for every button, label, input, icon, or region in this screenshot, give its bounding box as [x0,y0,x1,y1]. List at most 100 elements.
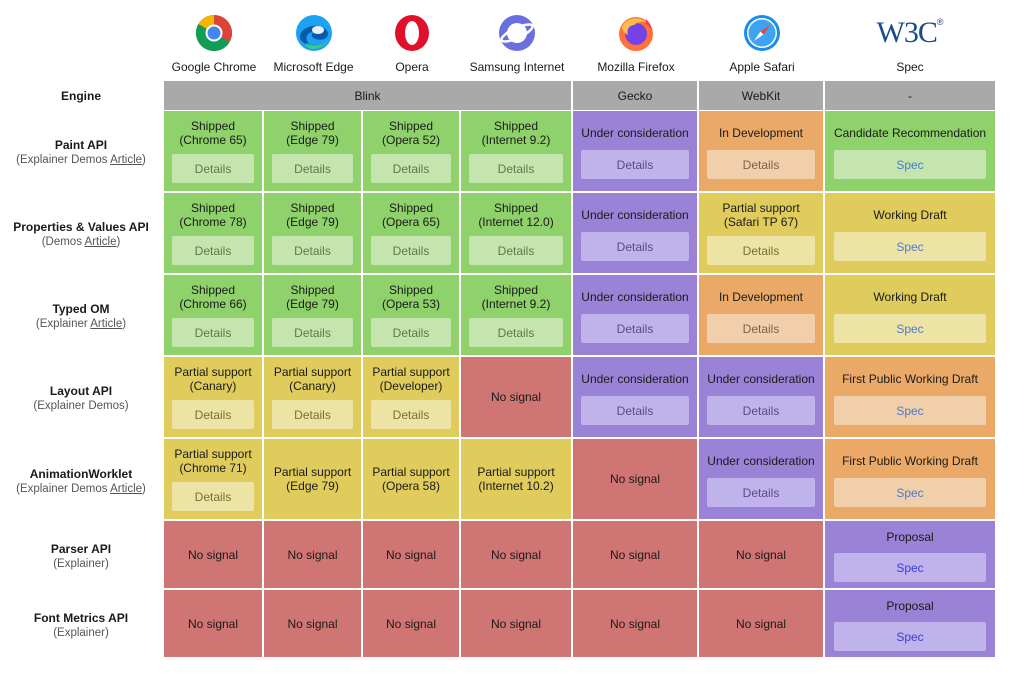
status-text: No signal [609,472,661,486]
status-cell: In Development Details [699,275,825,357]
spec-button[interactable]: Spec [834,622,986,651]
details-button[interactable]: Details [172,154,254,183]
status-version: (Canary) [189,379,237,393]
row-title: Paint API [54,138,108,152]
spec-button[interactable]: Spec [834,150,986,179]
details-button[interactable]: Details [172,482,254,511]
details-button[interactable]: Details [469,236,563,265]
browser-name: Samsung Internet [469,60,565,74]
spec-button[interactable]: Spec [834,553,986,582]
status-cell: Working Draft Spec [825,275,995,357]
status-text: No signal [187,616,239,631]
details-button[interactable]: Details [371,154,451,183]
status-cell: No signal [699,590,825,659]
row-label-typed-om: Typed OM (Explainer Article) [0,302,162,330]
status-text: Proposal [886,599,934,613]
status-version: (Chrome 71) [179,461,247,475]
status-version: (Opera 52) [381,133,441,147]
row-label-font-metrics-api: Font Metrics API (Explainer) [0,611,162,639]
details-button[interactable]: Details [371,236,451,265]
samsung-internet-icon [499,15,535,51]
status-version: (Opera 58) [381,479,441,493]
details-button[interactable]: Details [371,318,451,347]
status-cell: Partial support (Developer) Details [363,357,461,439]
details-button[interactable]: Details [469,154,563,183]
row-subtitle: (Explainer Demos) [33,400,129,412]
status-cell: Shipped (Opera 52) Details [363,111,461,193]
status-cell: No signal [363,590,461,659]
row-label-properties-values-api: Properties & Values API (Demos Article) [0,220,162,248]
details-button[interactable]: Details [707,314,815,343]
details-button[interactable]: Details [581,150,689,179]
status-text: Shipped [493,119,539,133]
details-button[interactable]: Details [581,232,689,261]
status-cell: Partial support (Edge 79) [264,439,363,521]
spec-button[interactable]: Spec [834,232,986,261]
status-text: Partial support [722,201,800,215]
status-version: (Edge 79) [286,479,339,493]
opera-icon [395,15,429,51]
status-cell: Partial support (Canary) Details [264,357,363,439]
details-button[interactable]: Details [272,236,353,265]
status-version: (Chrome 65) [179,133,247,147]
row-label-animationworklet: AnimationWorklet (Explainer Demos Articl… [0,467,162,495]
status-cell: First Public Working Draft Spec [825,439,995,521]
status-cell: Partial support (Internet 10.2) [461,439,573,521]
status-version: (Internet 9.2) [481,133,551,147]
article-link[interactable]: Article [110,154,143,166]
browser-name: Apple Safari [729,60,795,74]
row-title: Parser API [50,542,112,556]
details-button[interactable]: Details [172,318,254,347]
details-button[interactable]: Details [707,236,815,265]
status-text: No signal [735,547,787,562]
status-cell: First Public Working Draft Spec [825,357,995,439]
details-button[interactable]: Details [272,318,353,347]
details-button[interactable]: Details [581,314,689,343]
spec-button[interactable]: Spec [834,478,986,507]
status-cell: No signal [461,521,573,590]
details-button[interactable]: Details [172,236,254,265]
row-title: Font Metrics API [33,611,129,625]
status-cell: No signal [264,590,363,659]
spec-button[interactable]: Spec [834,314,986,343]
status-text: Candidate Recommendation [833,126,987,140]
status-cell: No signal [164,590,264,659]
browser-col-chrome: Google Chrome [164,8,264,74]
status-text: No signal [609,547,661,562]
details-button[interactable]: Details [272,154,353,183]
status-version: (Safari TP 67) [723,215,799,229]
status-cell: Under consideration Details [699,357,825,439]
status-cell: Shipped (Internet 12.0) Details [461,193,573,275]
row-subtitle: (Explainer) [53,558,109,570]
details-button[interactable]: Details [707,150,815,179]
status-version: (Canary) [289,379,336,393]
article-link[interactable]: Article [84,236,117,248]
status-cell: Shipped (Chrome 66) Details [164,275,264,357]
details-button[interactable]: Details [581,396,689,425]
row-label-paint-api: Paint API (Explainer Demos Article) [0,138,162,166]
status-cell: Partial support (Opera 58) [363,439,461,521]
status-text: No signal [490,616,542,631]
status-cell: Partial support (Safari TP 67) Details [699,193,825,275]
details-button[interactable]: Details [272,400,353,429]
status-version: (Edge 79) [286,297,339,311]
details-button[interactable]: Details [469,318,563,347]
browser-col-firefox: Mozilla Firefox [573,8,699,74]
status-text: First Public Working Draft [842,372,978,386]
browser-col-spec: W3C ® Spec [825,8,995,74]
article-link[interactable]: Article [90,318,123,330]
browser-name: Google Chrome [171,60,257,74]
row-subtitle: (Demos Article) [41,236,121,248]
status-cell: Under consideration Details [573,357,699,439]
details-button[interactable]: Details [707,478,815,507]
details-button[interactable]: Details [172,400,254,429]
status-text: Shipped [493,201,539,215]
engine-webkit: WebKit [699,81,825,110]
spec-button[interactable]: Spec [834,396,986,425]
status-cell: No signal [461,357,573,439]
browser-col-edge: Microsoft Edge [264,8,363,74]
details-button[interactable]: Details [707,396,815,425]
article-link[interactable]: Article [110,483,143,495]
row-title: AnimationWorklet [29,467,133,481]
details-button[interactable]: Details [371,400,451,429]
